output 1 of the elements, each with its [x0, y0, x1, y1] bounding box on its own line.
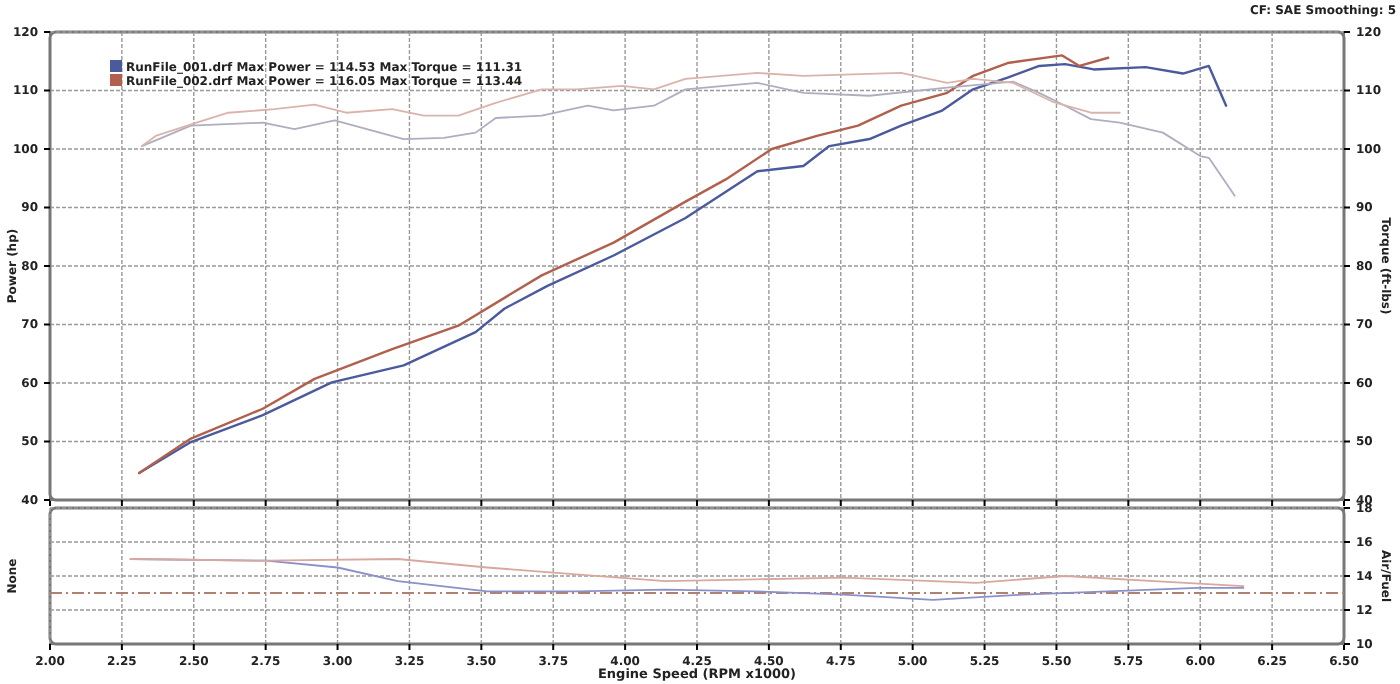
line-series [129, 558, 1245, 588]
